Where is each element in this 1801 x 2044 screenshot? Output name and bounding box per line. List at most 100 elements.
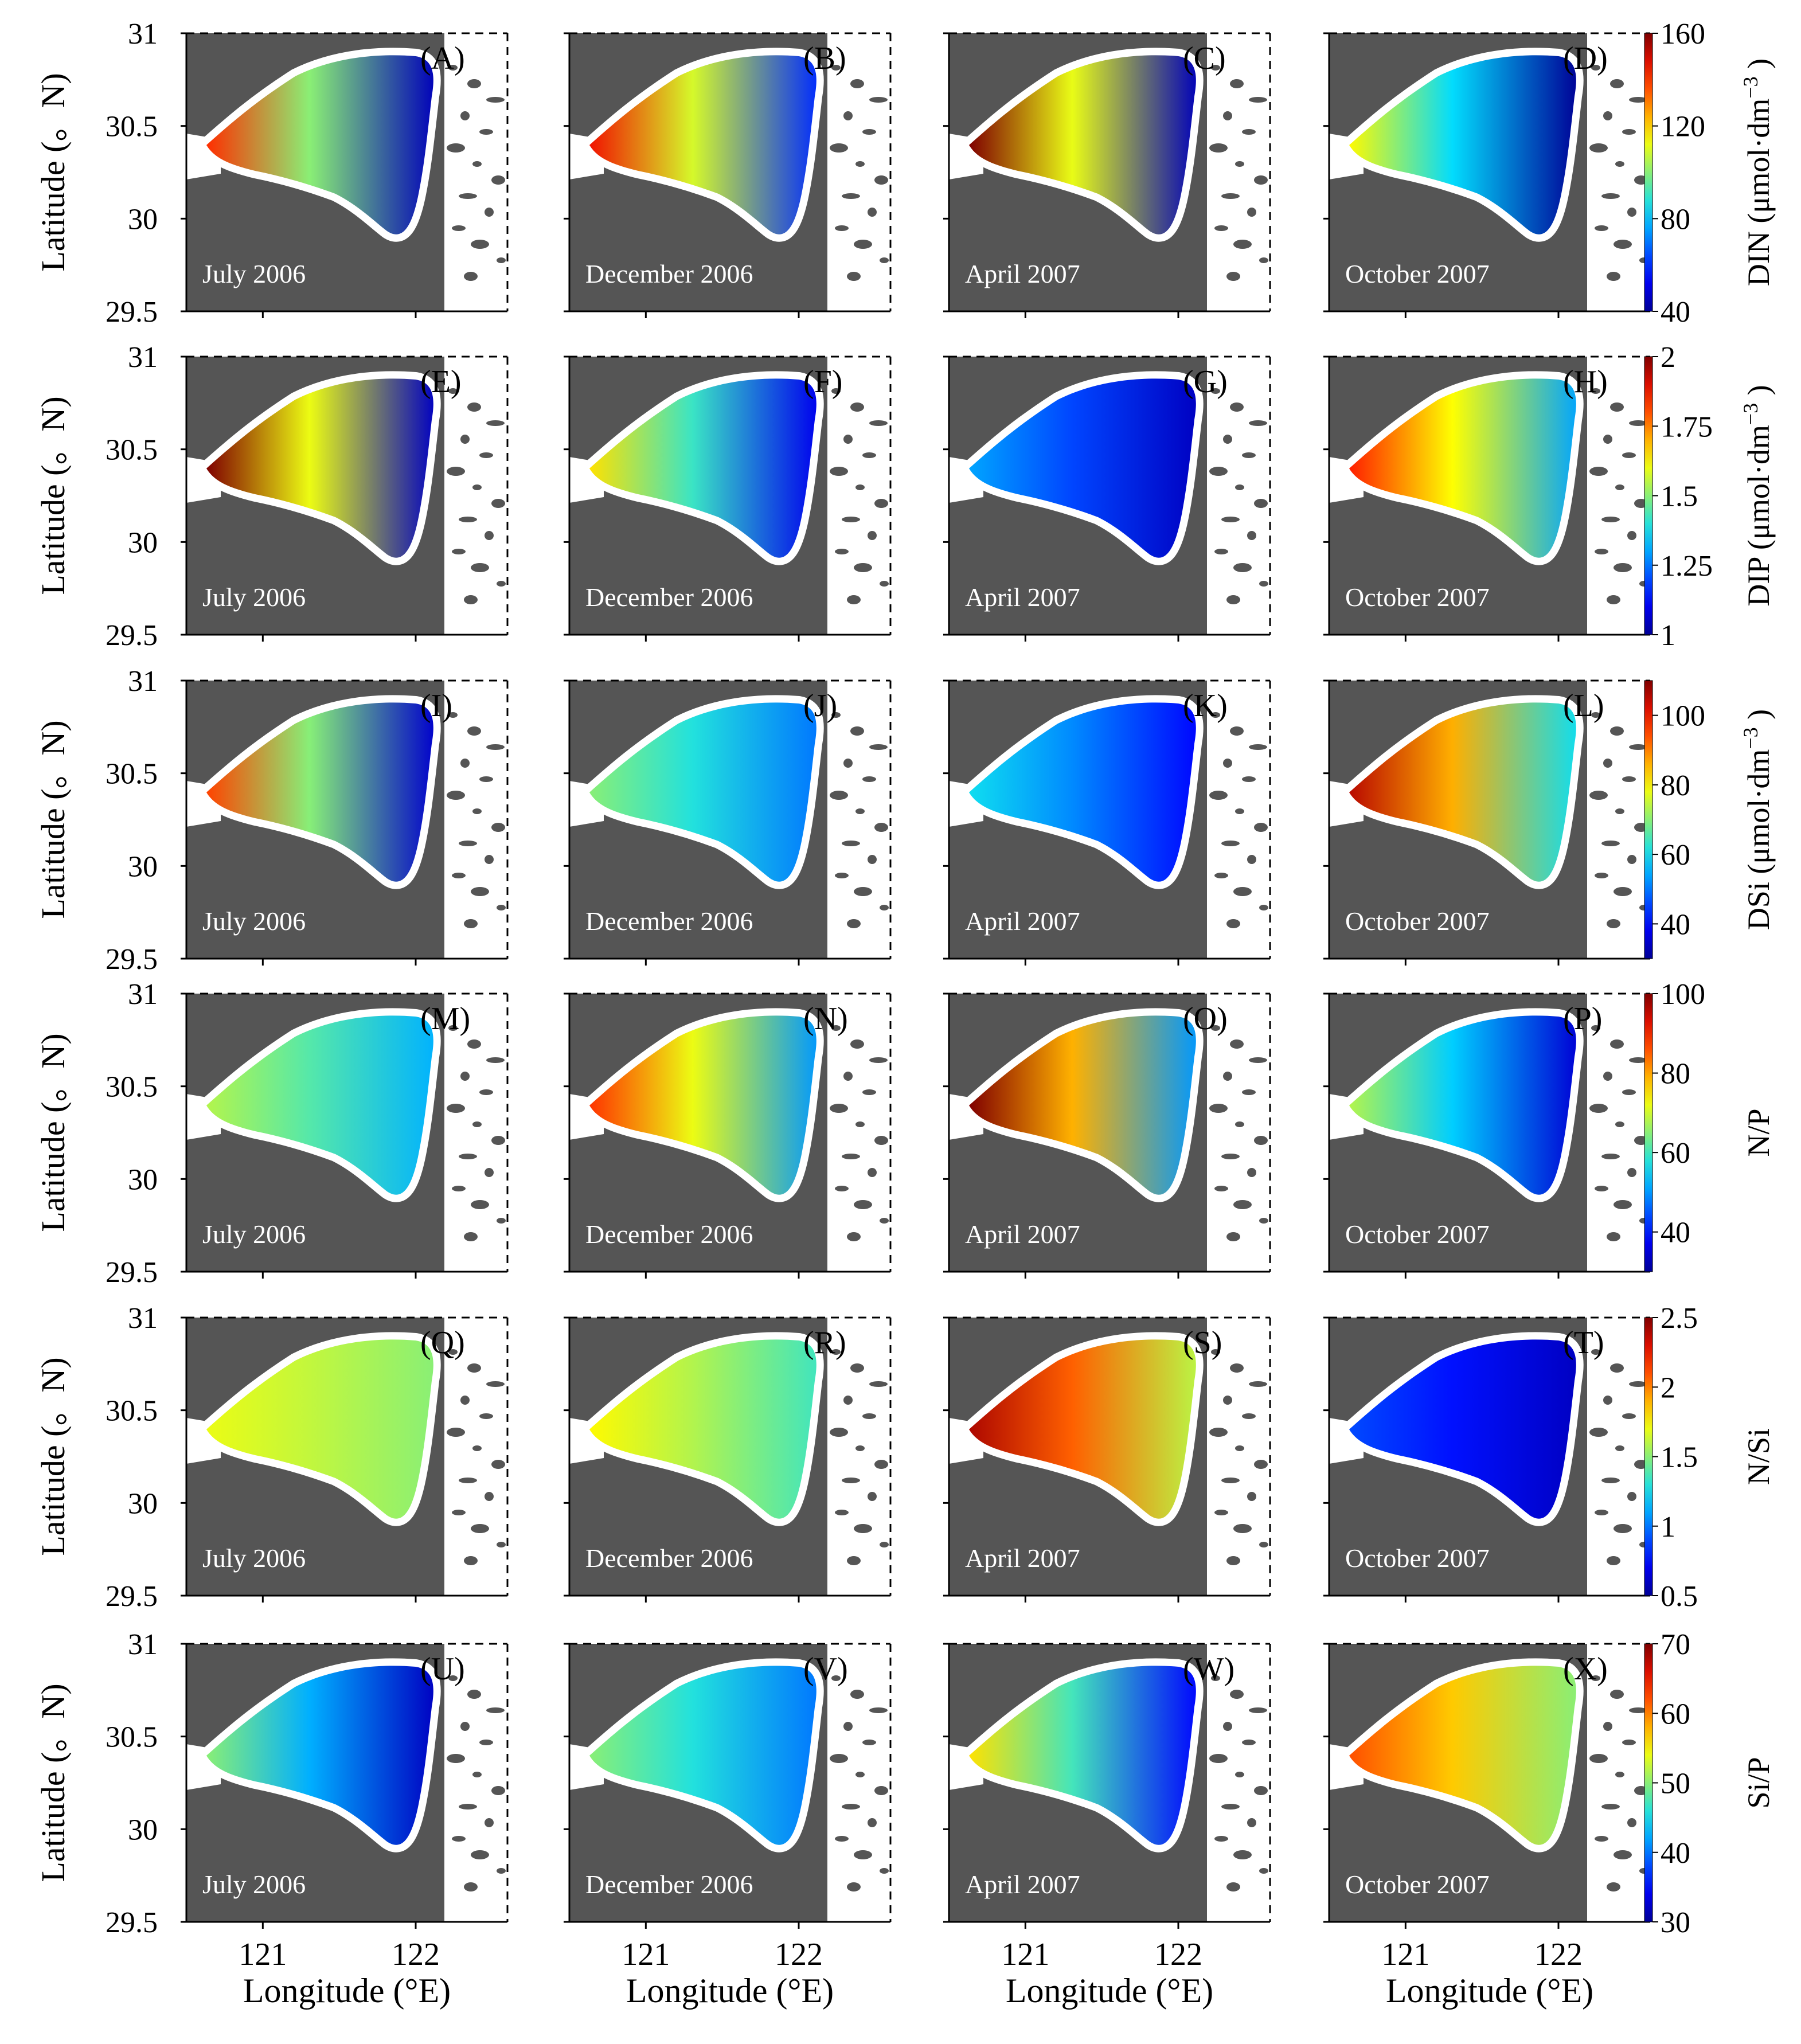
colorbar-title: N/Si [1741, 1428, 1776, 1485]
island [1627, 531, 1636, 540]
island [1211, 712, 1220, 718]
island [486, 1057, 505, 1063]
island [1259, 1218, 1268, 1224]
colorbar [1644, 1643, 1653, 1922]
island [850, 1690, 864, 1699]
island [1622, 1413, 1636, 1419]
island [1233, 1524, 1252, 1533]
island [1589, 791, 1608, 800]
island [1214, 549, 1228, 554]
panel: (D) October 2007 [1323, 32, 1651, 318]
island [1603, 1072, 1612, 1081]
island [843, 1396, 853, 1405]
island [485, 1168, 494, 1177]
nutrient-field [969, 378, 1196, 558]
island [464, 1556, 478, 1565]
colorbar-tick-label: 2 [1661, 341, 1675, 374]
y-tick-label: 29.5 [106, 619, 158, 652]
nutrient-field [206, 55, 433, 235]
colorbar-title: DSi (μmol·dm−3 ) [1739, 709, 1776, 930]
island [491, 823, 505, 832]
y-axis-label: Latitude (。N) [34, 396, 72, 595]
panel-label: (F) [803, 364, 842, 400]
y-tick-label: 31 [128, 1302, 158, 1335]
island [447, 1754, 465, 1763]
colorbar [1644, 356, 1653, 635]
island [1211, 1675, 1220, 1681]
island [1209, 791, 1228, 800]
island [1226, 1232, 1240, 1241]
island [448, 1675, 458, 1681]
island [1221, 193, 1240, 199]
panel: (R) December 2006 [564, 1316, 892, 1603]
panel: (B) December 2006 [564, 32, 892, 318]
island [880, 257, 889, 263]
panel: (E) July 2006 [181, 355, 509, 642]
panel: (H) October 2007 [1323, 355, 1651, 642]
island [1247, 855, 1256, 864]
island [1221, 1154, 1240, 1159]
island [448, 1025, 458, 1031]
month-caption: December 2006 [585, 1870, 753, 1899]
month-caption: April 2007 [965, 583, 1080, 612]
panel: (V) December 2006 [564, 1643, 892, 1929]
island [862, 1740, 876, 1745]
y-tick-label: 30.5 [106, 434, 158, 467]
colorbar-tick-label: 2.5 [1661, 1302, 1698, 1335]
island [1595, 549, 1608, 554]
island [1610, 79, 1624, 88]
island [847, 1556, 861, 1565]
nutrient-field [206, 702, 433, 882]
x-tick-label: 122 [775, 1937, 823, 1972]
panel-label: (M) [420, 1001, 470, 1037]
island [1242, 776, 1256, 782]
panel-label: (T) [1563, 1325, 1604, 1361]
island [874, 499, 888, 508]
island [1629, 1707, 1647, 1713]
island [1603, 759, 1612, 768]
island [485, 208, 494, 217]
island [1603, 1396, 1612, 1405]
island [467, 726, 481, 736]
island [471, 240, 489, 249]
island [854, 1200, 872, 1209]
island [1607, 1882, 1620, 1891]
island [497, 1868, 506, 1874]
island [1627, 208, 1636, 217]
island [448, 712, 458, 718]
panel: (S) April 2007 [943, 1316, 1271, 1603]
month-caption: July 2006 [202, 1220, 306, 1249]
island [1615, 1121, 1624, 1127]
y-tick-label: 30 [128, 1487, 158, 1520]
island [1615, 808, 1624, 814]
island [869, 1057, 888, 1063]
island [447, 143, 465, 153]
island [1209, 1428, 1228, 1437]
island [1622, 1089, 1636, 1095]
island [1249, 97, 1267, 103]
colorbar-tick-label: 80 [1661, 1058, 1690, 1091]
colorbar-tick-label: 60 [1661, 1137, 1690, 1170]
island [1614, 563, 1632, 572]
island [497, 1542, 506, 1547]
island [472, 1772, 482, 1777]
panel-label: (U) [420, 1651, 465, 1687]
island [868, 1818, 877, 1827]
island [1629, 1381, 1647, 1387]
panel-label: (Q) [420, 1325, 465, 1361]
island [464, 1882, 478, 1891]
island [855, 808, 865, 814]
panel-label: (J) [803, 688, 837, 724]
island [1211, 388, 1220, 394]
island [479, 1740, 493, 1745]
island [1209, 467, 1228, 476]
island [843, 111, 853, 120]
island [880, 905, 889, 910]
colorbar-title: Si/P [1741, 1757, 1776, 1808]
island [862, 129, 876, 135]
nutrient-field [1349, 702, 1576, 882]
island [874, 823, 888, 832]
colorbar-tick-label: 50 [1661, 1768, 1690, 1800]
island [1247, 1168, 1256, 1177]
x-axis-label: Longitude (°E) [1006, 1972, 1213, 2010]
